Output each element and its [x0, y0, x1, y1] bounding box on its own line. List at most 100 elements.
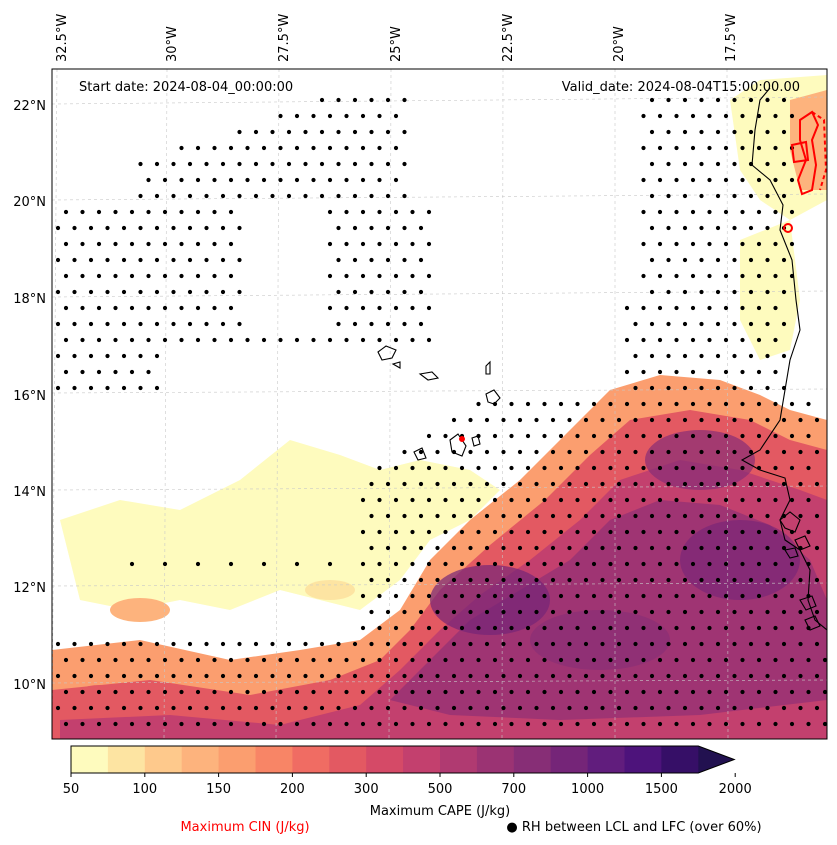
- rh-dot: [575, 721, 580, 727]
- rh-dot: [550, 641, 556, 647]
- rh-dot: [666, 449, 671, 455]
- rh-dot: [773, 177, 778, 183]
- colorbar-cell: [661, 746, 699, 773]
- rh-dot: [435, 481, 440, 487]
- rh-dot: [616, 641, 622, 647]
- rh-dot: [360, 177, 366, 183]
- rh-dot: [798, 641, 803, 647]
- rh-dot: [798, 673, 803, 679]
- rh-dot: [393, 241, 399, 247]
- colorbar-extend-arrow: [698, 746, 735, 773]
- rh-dot: [740, 497, 745, 503]
- rh-dot: [253, 193, 259, 199]
- rh-dot: [344, 177, 349, 183]
- rh-dot: [641, 369, 646, 375]
- rh-dot: [105, 257, 110, 263]
- rh-dot: [492, 721, 498, 727]
- rh-dot: [583, 417, 589, 423]
- start-date-label: Start date: 2024-08-04_00:00:00: [79, 80, 293, 95]
- rh-dot: [657, 657, 663, 663]
- rh-dot: [220, 289, 226, 295]
- colorbar-tick-label: 1000: [571, 782, 604, 797]
- rh-dot: [228, 209, 234, 215]
- rh-dot: [550, 545, 556, 551]
- rh-dot: [781, 577, 787, 583]
- rh-dot: [600, 481, 605, 487]
- rh-dot: [657, 689, 663, 695]
- rh-dot: [410, 337, 415, 343]
- rh-dot: [303, 193, 308, 199]
- rh-dot: [789, 689, 795, 695]
- rh-dot: [616, 673, 622, 679]
- rh-dot: [732, 673, 737, 679]
- rh-dot: [583, 609, 589, 615]
- rh-dot: [575, 657, 580, 663]
- rh-dot: [690, 241, 696, 247]
- rh-dot: [781, 641, 787, 647]
- rh-dot: [278, 113, 283, 119]
- rh-dot: [624, 497, 630, 503]
- rh-dot: [756, 625, 762, 631]
- rh-legend-label: ● RH between LCL and LFC (over 60%): [506, 820, 761, 835]
- rh-dot: [666, 705, 671, 711]
- rh-dot: [657, 561, 663, 567]
- rh-dot: [418, 609, 424, 615]
- rh-dot: [402, 161, 407, 167]
- rh-dot: [814, 513, 820, 519]
- cin-contour-dashed: [811, 111, 827, 191]
- rh-dot: [195, 657, 201, 663]
- rh-dot: [195, 241, 201, 247]
- rh-dot: [212, 305, 217, 311]
- rh-dot: [806, 721, 811, 727]
- rh-dot: [583, 577, 589, 583]
- rh-dot: [352, 289, 358, 295]
- rh-dot: [542, 689, 547, 695]
- rh-dot: [443, 561, 448, 567]
- rh-dot: [154, 641, 160, 647]
- rh-dot: [88, 321, 94, 327]
- rh-dot: [402, 97, 407, 103]
- rh-dot: [707, 369, 712, 375]
- rh-dot: [748, 129, 754, 135]
- rh-dot: [624, 689, 630, 695]
- rh-dot: [715, 97, 721, 103]
- rh-dot: [748, 417, 754, 423]
- rh-dot: [402, 289, 407, 295]
- rh-dot: [558, 401, 564, 407]
- rh-dot: [633, 641, 638, 647]
- rh-dot: [575, 433, 580, 439]
- rh-dot: [138, 641, 143, 647]
- rh-dot: [72, 641, 77, 647]
- rh-dot: [154, 353, 160, 359]
- rh-dot: [740, 561, 745, 567]
- rh-dot: [690, 113, 696, 119]
- rh-dot: [814, 641, 820, 647]
- rh-dot: [105, 705, 110, 711]
- rh-dot: [748, 385, 754, 391]
- rh-dot: [435, 673, 440, 679]
- rh-dot: [509, 433, 514, 439]
- rh-dot: [723, 657, 729, 663]
- rh-dot: [369, 673, 374, 679]
- rh-dot: [360, 337, 366, 343]
- rh-dot: [468, 673, 473, 679]
- rh-dot: [674, 337, 679, 343]
- rh-dot: [410, 529, 415, 535]
- rh-dot: [220, 257, 226, 263]
- rh-dot: [666, 385, 671, 391]
- rh-dot: [707, 241, 712, 247]
- rh-dot: [410, 497, 415, 503]
- rh-dot: [154, 161, 160, 167]
- rh-dot: [237, 289, 242, 295]
- rh-dot: [88, 673, 94, 679]
- rh-dot: [113, 273, 118, 279]
- rh-dot: [707, 657, 712, 663]
- rh-dot: [212, 145, 217, 151]
- rh-dot: [286, 129, 292, 135]
- rh-dot: [732, 577, 737, 583]
- rh-dot: [352, 161, 358, 167]
- rh-dot: [270, 705, 275, 711]
- rh-dot: [789, 657, 795, 663]
- rh-dot: [468, 417, 473, 423]
- rh-dot: [129, 657, 135, 663]
